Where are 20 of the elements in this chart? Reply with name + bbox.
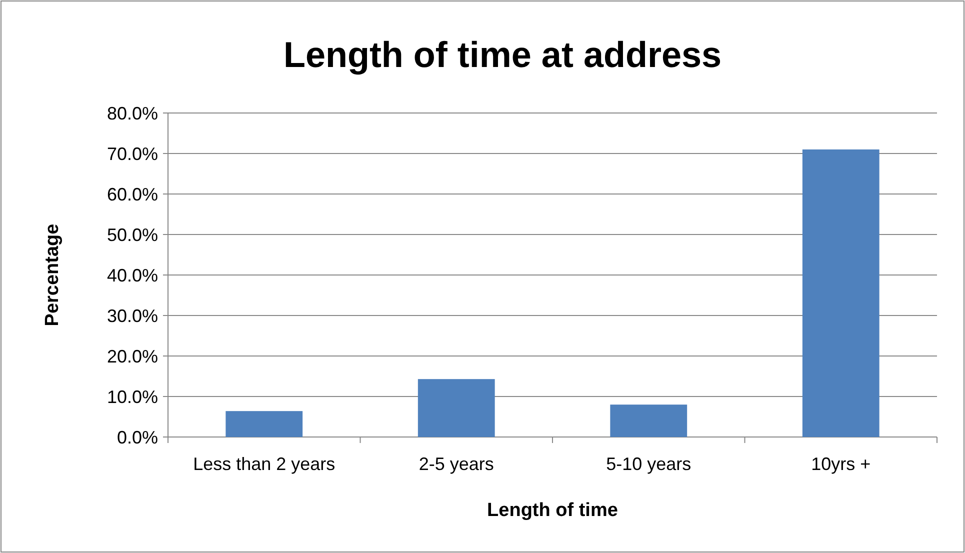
x-tick-label: 10yrs +: [811, 454, 871, 474]
y-tick-label: 10.0%: [106, 386, 158, 407]
x-tick-label: 2-5 years: [418, 454, 494, 474]
x-axis-title: Length of time: [487, 500, 618, 521]
chart-title: Length of time at address: [283, 34, 722, 75]
x-tick-label: 5-10 years: [606, 454, 692, 474]
y-tick-label: 0.0%: [116, 427, 158, 448]
y-axis-title: Percentage: [42, 224, 63, 326]
y-tick-label: 60.0%: [106, 184, 158, 204]
y-tick-label: 80.0%: [106, 103, 158, 124]
bar: [610, 404, 688, 437]
y-tick-label: 50.0%: [106, 224, 158, 245]
bar: [226, 411, 303, 437]
x-tick-label: Less than 2 years: [193, 454, 336, 474]
bar: [802, 149, 880, 437]
y-tick-label: 40.0%: [106, 265, 158, 286]
y-tick-label: 30.0%: [106, 306, 158, 326]
y-tick-label: 70.0%: [106, 144, 158, 164]
y-tick-label: 20.0%: [106, 346, 158, 366]
bar: [418, 379, 495, 437]
